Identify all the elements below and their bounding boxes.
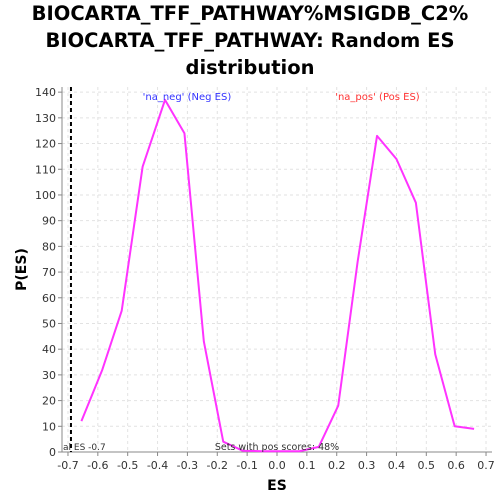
x-tick-label: -0.5 — [117, 459, 138, 472]
x-tick-label: 0.7 — [477, 459, 495, 472]
chart-title-line-2: BIOCARTA_TFF_PATHWAY: Random ES — [45, 29, 455, 52]
series-layer — [80, 98, 475, 453]
x-tick-label: -0.4 — [147, 459, 168, 472]
x-tick-label: 0.4 — [388, 459, 406, 472]
chart-title-line-3: distribution — [185, 56, 315, 79]
y-tick-label: 50 — [42, 317, 56, 330]
chart-title-line-1: BIOCARTA_TFF_PATHWAY%MSIGDB_C2% — [31, 2, 469, 25]
x-tick-label: -0.7 — [57, 459, 78, 472]
pos-scores-note: Sets with pos scores: 48% — [215, 442, 339, 453]
y-tick-label: 30 — [42, 369, 56, 382]
y-tick-label: 130 — [35, 112, 56, 125]
x-tick-label: 0.2 — [328, 459, 346, 472]
y-tick-label: 140 — [35, 86, 56, 99]
x-tick-label: -0.2 — [207, 459, 228, 472]
y-tick-label: 90 — [42, 215, 56, 228]
y-tick-label: 60 — [42, 292, 56, 305]
y-tick-label: 70 — [42, 266, 56, 279]
y-tick-label: 10 — [42, 420, 56, 433]
x-tick-label: 0.0 — [268, 459, 286, 472]
es-distribution-line — [80, 98, 475, 453]
x-tick-label: -0.1 — [236, 459, 257, 472]
pos-es-label: 'na_pos' (Pos ES) — [335, 92, 420, 103]
x-tick-label: 0.3 — [358, 459, 376, 472]
y-tick-label: 120 — [35, 138, 56, 151]
x-tick-label: 0.1 — [298, 459, 316, 472]
neg-es-label: 'na_neg' (Neg ES) — [143, 92, 232, 103]
y-tick-label: 100 — [35, 189, 56, 202]
y-axis-ticks: 0 10 20 30 40 50 60 70 80 90 100 110 120 130 140 — [35, 86, 62, 459]
x-tick-label: 0.6 — [447, 459, 465, 472]
y-tick-label: 110 — [35, 163, 56, 176]
y-axis-label: P(ES) — [14, 248, 30, 291]
x-tick-label: -0.3 — [177, 459, 198, 472]
x-tick-label: 0.5 — [418, 459, 436, 472]
x-axis-label: ES — [267, 478, 287, 494]
y-tick-label: 80 — [42, 240, 56, 253]
y-tick-label: 0 — [49, 446, 56, 459]
y-tick-label: 20 — [42, 395, 56, 408]
actual-es-label: al ES -0.7 — [63, 443, 106, 453]
x-tick-label: -0.6 — [87, 459, 108, 472]
x-axis-ticks: -0.7 -0.6 -0.5 -0.4 -0.3 -0.2 -0.1 0.0 0.1 0.2 0.3… — [57, 452, 495, 472]
y-tick-label: 40 — [42, 343, 56, 356]
